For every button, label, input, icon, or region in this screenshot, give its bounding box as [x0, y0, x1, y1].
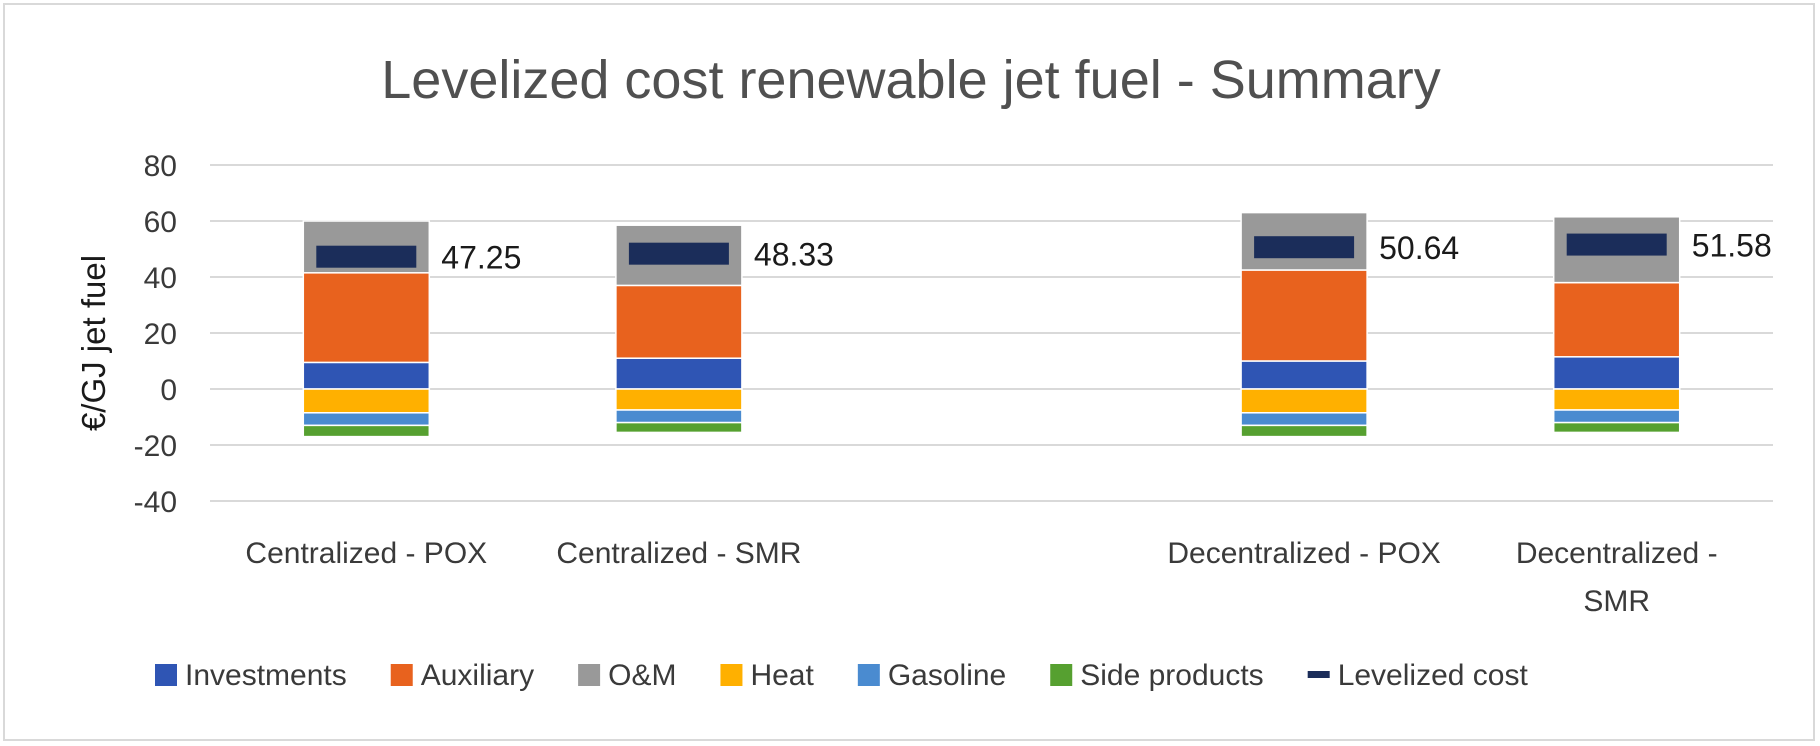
bar-segment	[1552, 421, 1681, 434]
bar-segment	[1552, 409, 1681, 424]
bar-segment	[1552, 388, 1681, 411]
y-tick-label: 40	[144, 262, 177, 295]
y-tick-label: 60	[144, 206, 177, 239]
chart-title: Levelized cost renewable jet fuel - Summ…	[381, 50, 1441, 110]
category-label: Centralized - SMR	[556, 537, 801, 570]
y-axis-label: €/GJ jet fuel	[75, 255, 112, 431]
bar-segment	[615, 409, 743, 424]
y-tick-label: 20	[144, 318, 177, 351]
y-tick-label: -20	[134, 430, 177, 463]
levelized-cost-marker	[1254, 236, 1355, 259]
bar-segment	[1240, 412, 1368, 427]
bar-segment	[615, 421, 743, 434]
bar-segment	[615, 388, 743, 411]
data-label: 48.33	[754, 237, 834, 273]
levelized-cost-marker	[1566, 233, 1667, 256]
levelized-cost-marker	[628, 242, 729, 265]
y-tick-label: 0	[160, 374, 177, 407]
bar-segment	[615, 284, 743, 359]
data-label: 47.25	[441, 240, 521, 276]
legend-swatch	[390, 664, 413, 686]
chart-frame: Levelized cost renewable jet fuel - Summ…	[3, 3, 1815, 741]
category-label: Decentralized - POX	[1167, 537, 1440, 570]
bar-segment	[1552, 356, 1681, 390]
legend-label: O&M	[608, 659, 676, 692]
bar-segment	[1240, 424, 1368, 438]
chart: Levelized cost renewable jet fuel - Summ…	[75, 50, 1773, 692]
category-label: SMR	[1583, 585, 1650, 618]
levelized-cost-marker	[316, 245, 417, 268]
bar-segment	[302, 424, 431, 438]
legend-swatch	[155, 664, 177, 686]
data-label: 51.58	[1692, 228, 1772, 264]
data-label: 50.64	[1379, 230, 1459, 266]
legend-label: Auxiliary	[421, 659, 534, 692]
bar-segment	[1240, 360, 1368, 390]
legend-swatch	[1307, 671, 1330, 678]
legend-swatch	[578, 664, 601, 686]
bar-segment	[1240, 269, 1368, 362]
bar-segment	[302, 361, 431, 390]
legend-swatch	[857, 664, 880, 686]
category-label: Centralized - POX	[245, 537, 487, 570]
category-label: Decentralized -	[1516, 537, 1718, 570]
bar-segment	[615, 357, 743, 390]
legend-label: Investments	[185, 659, 347, 692]
levelized-cost-markers: 47.25 48.33 50.64 51.58	[316, 228, 1772, 276]
y-tick-label: -40	[134, 486, 177, 519]
y-axis-ticks: 80 60 40 20 0 -20 -40	[134, 150, 177, 519]
legend-label: Gasoline	[888, 659, 1006, 692]
legend-swatch	[1050, 664, 1073, 686]
bar-segment	[302, 272, 431, 364]
legend-label: Heat	[750, 659, 814, 692]
legend: Investments Auxiliary O&M Heat Gasoline Side …	[155, 659, 1528, 692]
bar-segment	[302, 388, 431, 414]
legend-swatch	[720, 664, 743, 686]
category-labels: Centralized - POX Centralized - SMR Decent…	[245, 537, 1717, 618]
gridlines	[210, 164, 1773, 502]
y-tick-label: 80	[144, 150, 177, 183]
bar-segment	[1240, 388, 1368, 414]
legend-label: Side products	[1080, 659, 1263, 692]
bar-segment	[1552, 281, 1681, 358]
bar-segment	[302, 412, 431, 427]
legend-label: Levelized cost	[1338, 659, 1529, 692]
